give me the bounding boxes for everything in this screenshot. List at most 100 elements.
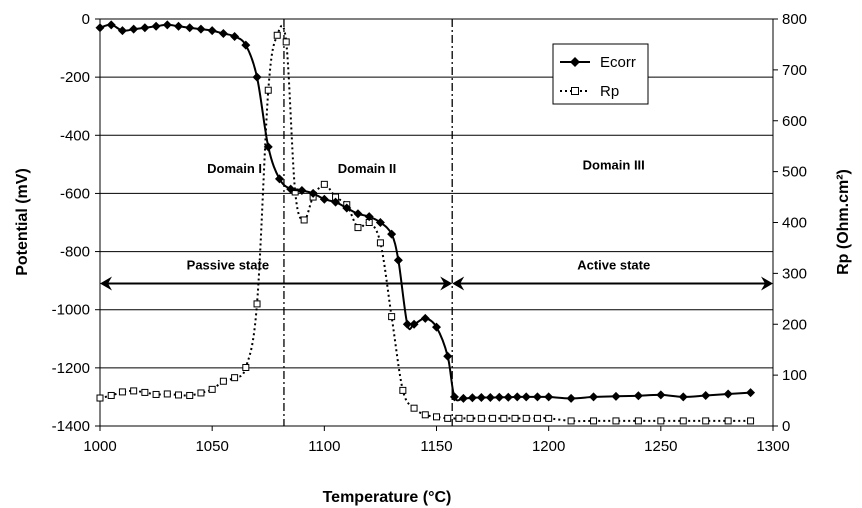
series-layer	[95, 20, 756, 425]
left-y-tick-label: -600	[60, 185, 90, 202]
data-point-ecorr	[140, 23, 150, 33]
data-point-rp	[197, 389, 205, 397]
data-point-rp	[282, 38, 290, 46]
data-point-rp	[96, 394, 104, 402]
data-point-ecorr	[95, 23, 105, 33]
x-tick-label: 1250	[644, 438, 677, 455]
legend-ecorr-marker	[570, 57, 580, 67]
data-point-rp	[354, 224, 362, 232]
data-point-rp	[421, 411, 429, 419]
data-point-rp	[320, 180, 328, 188]
data-point-ecorr	[458, 393, 468, 403]
data-point-rp	[477, 414, 485, 422]
data-point-ecorr	[409, 319, 419, 329]
right-y-axis-ticks: 800 700 600 500 400 300 200 100 0	[773, 11, 807, 435]
legend-ecorr-label: Ecorr	[600, 54, 636, 71]
left-y-tick-label: -800	[60, 244, 90, 261]
data-point-ecorr	[342, 203, 352, 213]
data-point-rp	[264, 86, 272, 94]
annotations: Domain I Domain II Domain III Passive state…	[187, 158, 651, 273]
data-point-rp	[141, 388, 149, 396]
data-point-ecorr	[678, 392, 688, 402]
data-point-rp	[634, 417, 642, 425]
data-point-rp	[702, 417, 710, 425]
data-point-ecorr	[656, 390, 666, 400]
x-tick-label: 1100	[308, 438, 340, 455]
data-point-rp	[657, 417, 665, 425]
data-point-rp	[231, 374, 239, 382]
data-point-ecorr	[274, 174, 284, 184]
data-point-ecorr	[297, 186, 307, 196]
left-y-axis-ticks: 0 -200 -400 -600 -800 -1000 -1200 -1400	[52, 11, 100, 435]
data-point-ecorr	[174, 21, 184, 31]
data-point-ecorr	[319, 194, 329, 204]
data-point-ecorr	[432, 322, 441, 332]
data-point-ecorr	[286, 184, 296, 194]
data-point-rp	[175, 391, 183, 399]
state-arrow-head	[761, 276, 773, 291]
annotation-label: Domain II	[338, 161, 397, 176]
data-point-ecorr	[106, 20, 116, 30]
legend-rp-marker	[571, 87, 579, 95]
annotation-label: Passive state	[187, 258, 269, 273]
data-point-ecorr	[207, 26, 217, 36]
right-y-tick-label: 0	[782, 418, 790, 435]
data-point-rp	[388, 313, 396, 321]
left-y-tick-label: -1400	[52, 418, 90, 435]
data-point-ecorr	[476, 393, 486, 403]
left-y-tick-label: -400	[60, 127, 90, 144]
data-point-rp	[273, 31, 281, 39]
data-point-rp	[500, 414, 508, 422]
data-point-ecorr	[393, 255, 403, 265]
data-point-rp	[399, 386, 407, 394]
left-y-tick-label: 0	[82, 11, 90, 28]
data-point-rp	[522, 414, 530, 422]
right-y-tick-label: 500	[782, 164, 807, 181]
left-y-tick-label: -1200	[52, 360, 90, 377]
left-y-axis-title: Potential (mV)	[14, 168, 31, 276]
data-point-rp	[433, 413, 440, 421]
data-point-rp	[107, 391, 115, 399]
legend-box	[552, 43, 649, 105]
series-ecorr	[95, 20, 756, 403]
data-point-ecorr	[308, 188, 318, 198]
data-point-ecorr	[521, 392, 531, 402]
data-point-ecorr	[544, 392, 554, 402]
right-y-tick-label: 700	[782, 62, 807, 79]
data-point-ecorr	[443, 351, 453, 361]
horizontal-gridlines	[100, 76, 773, 369]
x-tick-label: 1150	[420, 438, 452, 455]
data-point-ecorr	[117, 26, 127, 36]
data-point-ecorr	[485, 393, 495, 403]
data-point-ecorr	[512, 392, 522, 402]
data-point-ecorr	[589, 392, 599, 402]
data-point-rp	[130, 387, 138, 395]
data-point-ecorr	[185, 23, 195, 33]
data-point-rp	[489, 414, 497, 422]
data-point-ecorr	[387, 229, 397, 239]
data-point-rp	[208, 385, 216, 393]
axes	[99, 18, 774, 427]
data-point-rp	[747, 417, 755, 425]
data-point-ecorr	[151, 21, 161, 31]
state-arrow-head	[100, 276, 112, 291]
state-arrows	[100, 276, 773, 291]
data-point-rp	[511, 414, 519, 422]
data-point-rp	[118, 388, 126, 396]
x-axis-ticks: 1000 1050 1100 1150 1200 1250 1300	[83, 426, 790, 455]
right-y-tick-label: 600	[782, 113, 807, 130]
data-point-ecorr	[746, 388, 756, 398]
data-point-ecorr	[494, 392, 504, 402]
x-tick-label: 1000	[83, 438, 116, 455]
data-point-ecorr	[196, 24, 206, 34]
right-y-axis-title: Rp (Ohm.cm²)	[835, 169, 852, 275]
data-point-rp	[567, 417, 575, 425]
data-point-rp	[455, 414, 463, 422]
data-point-ecorr	[129, 24, 139, 34]
legend-rp-label: Rp	[600, 83, 619, 100]
annotation-label: Domain I	[207, 161, 262, 176]
data-point-ecorr	[331, 197, 341, 207]
right-y-tick-label: 400	[782, 215, 807, 232]
x-tick-label: 1300	[756, 438, 789, 455]
